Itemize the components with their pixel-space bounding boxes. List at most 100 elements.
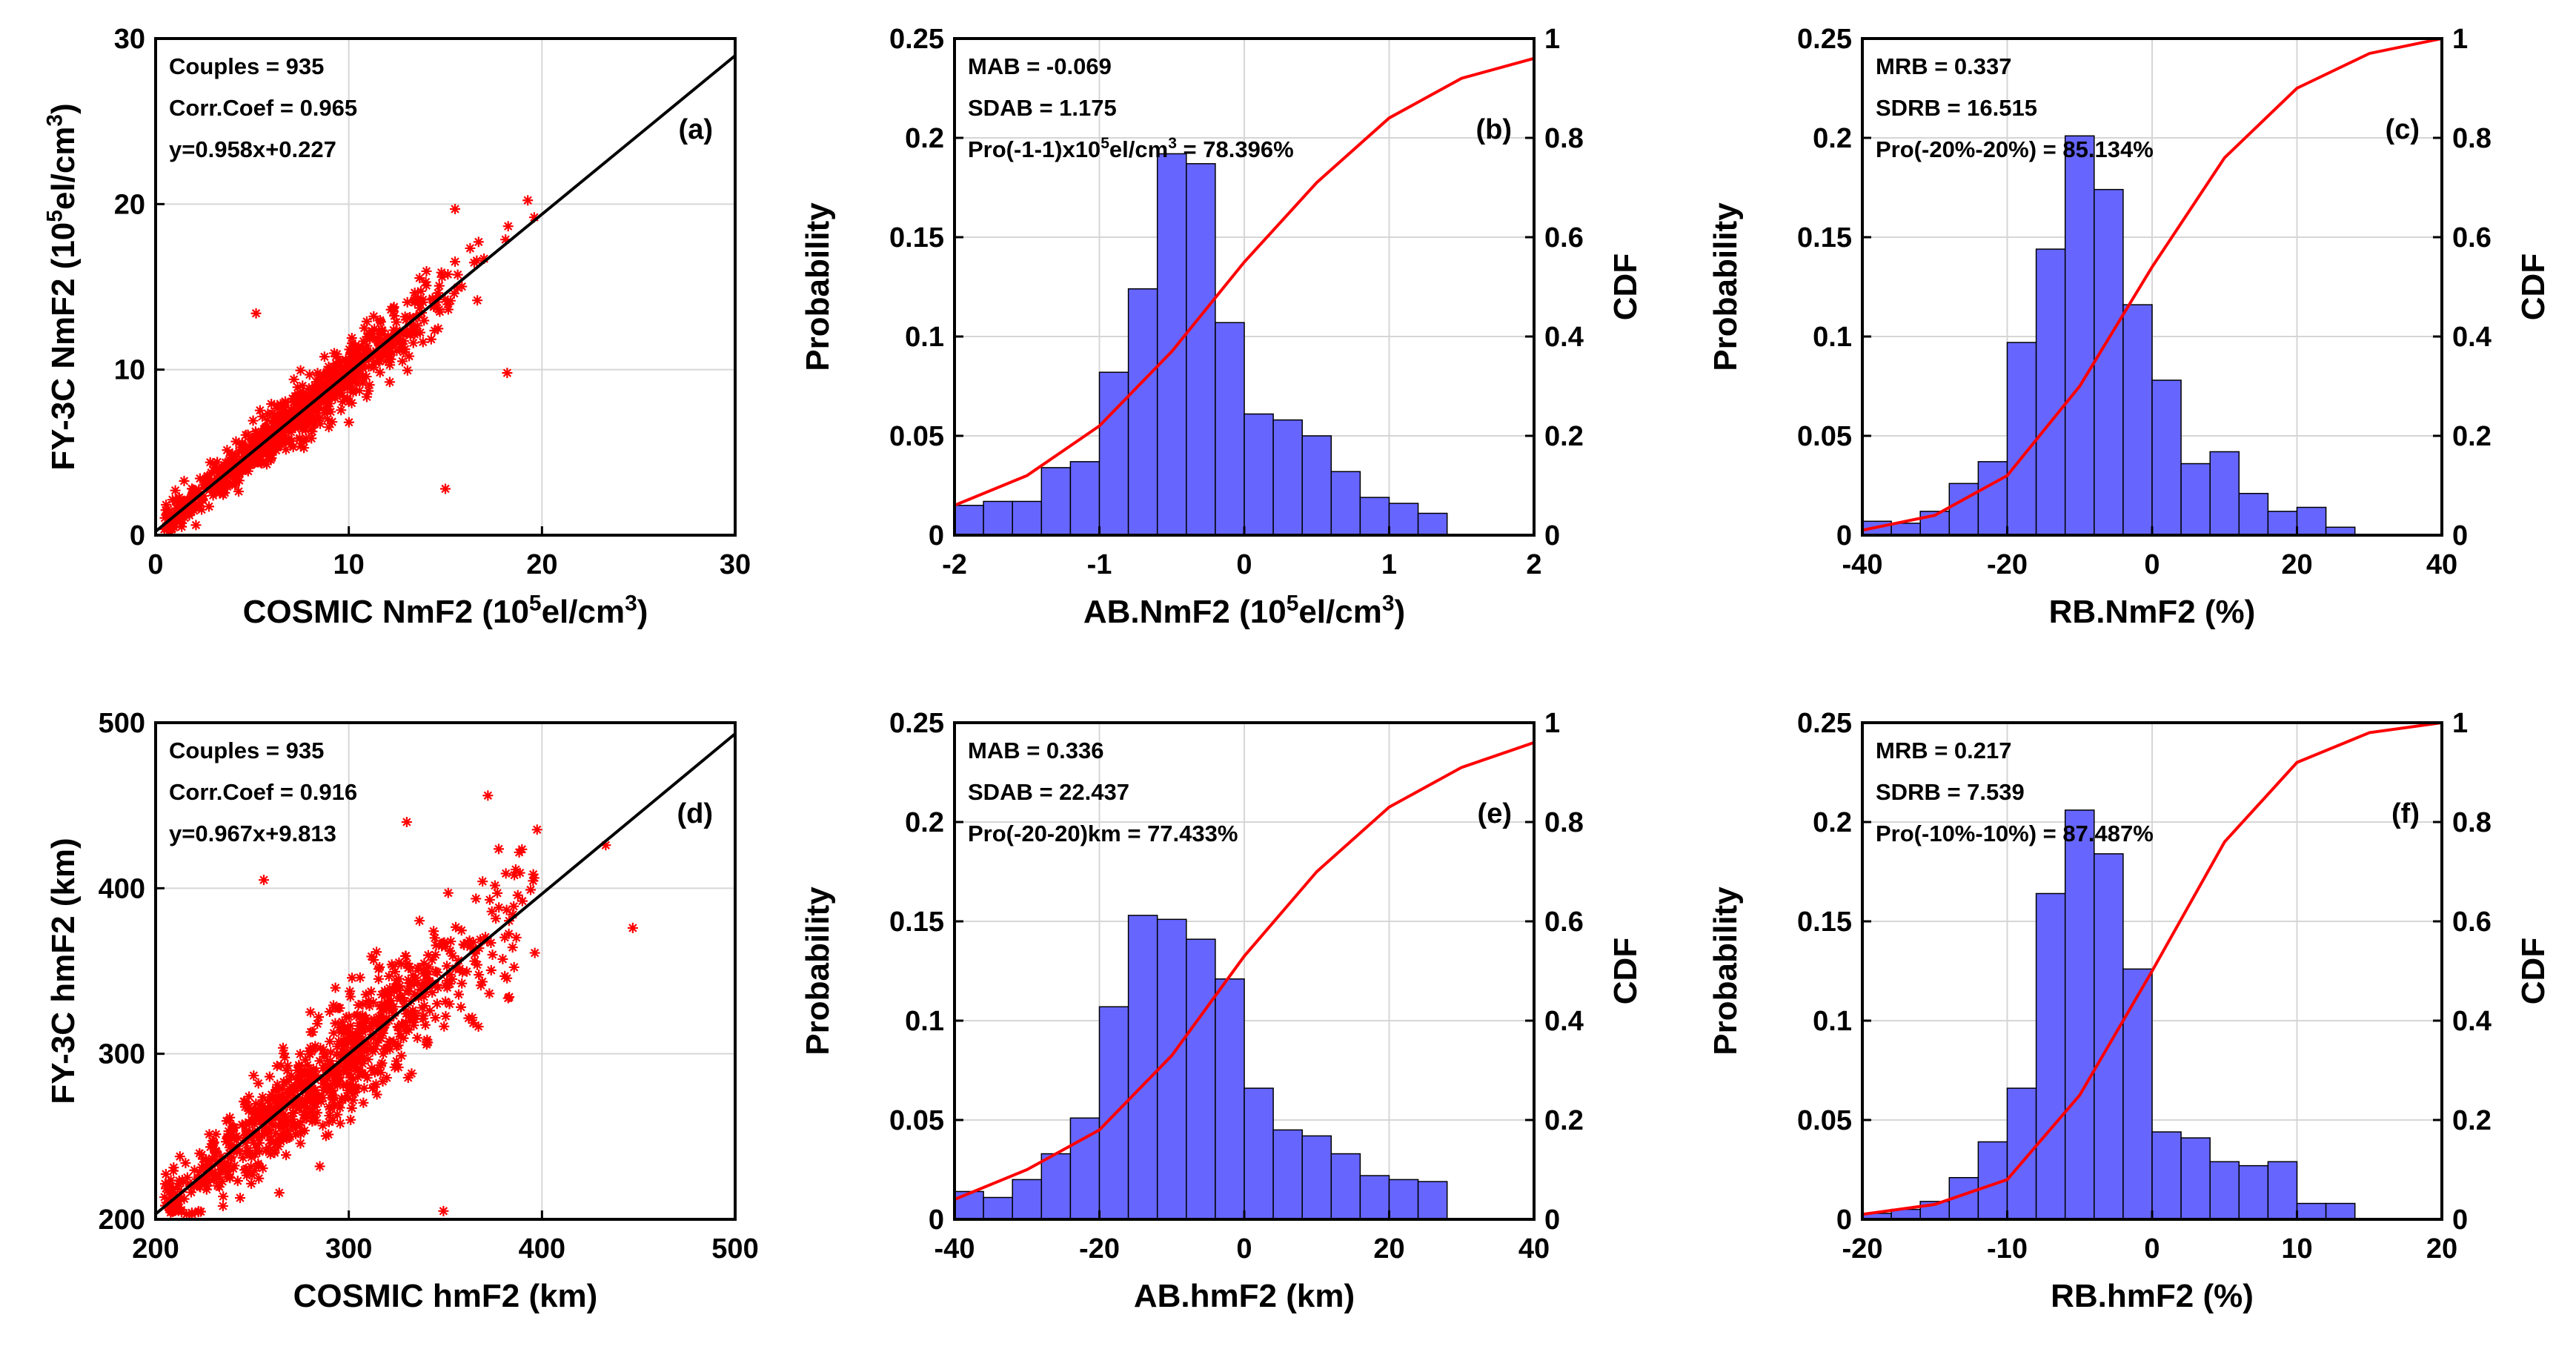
scatter-point bbox=[305, 1049, 316, 1059]
scatter-point bbox=[194, 500, 205, 511]
scatter-point bbox=[381, 355, 392, 366]
scatter-point bbox=[255, 1107, 266, 1118]
scatter-point bbox=[497, 953, 508, 964]
scatter-point bbox=[400, 950, 411, 961]
scatter-point bbox=[369, 323, 380, 334]
scatter-point bbox=[391, 331, 402, 342]
scatter-point bbox=[302, 1059, 313, 1070]
scatter-point bbox=[517, 895, 528, 907]
scatter-point bbox=[193, 1207, 204, 1218]
scatter-point bbox=[408, 970, 419, 981]
scatter-point bbox=[318, 1044, 329, 1056]
scatter-point bbox=[235, 442, 246, 453]
scatter-point bbox=[285, 1131, 296, 1142]
x-axis-label: RB.NmF2 (%) bbox=[2049, 594, 2256, 630]
scatter-point bbox=[348, 1073, 359, 1084]
panel-label: (d) bbox=[677, 798, 713, 829]
scatter-point bbox=[322, 365, 333, 376]
scatter-point bbox=[404, 351, 415, 362]
scatter-point bbox=[371, 1037, 382, 1048]
scatter-point bbox=[359, 1083, 370, 1094]
scatter-point bbox=[407, 322, 418, 334]
y2-tick-label: 0.2 bbox=[2452, 421, 2492, 452]
scatter-point bbox=[502, 368, 513, 379]
scatter-point bbox=[346, 362, 357, 374]
scatter-point bbox=[391, 975, 402, 986]
scatter-point bbox=[528, 872, 540, 884]
x-tick-label: 20 bbox=[1373, 1233, 1404, 1265]
scatter-point bbox=[383, 1039, 394, 1050]
panel-label: (a) bbox=[679, 114, 713, 145]
scatter-point bbox=[445, 946, 456, 957]
scatter-point bbox=[250, 1142, 262, 1153]
scatter-point bbox=[484, 894, 495, 905]
scatter-point bbox=[290, 1123, 301, 1134]
scatter-point bbox=[388, 325, 399, 336]
y-tick-label: 0.25 bbox=[1797, 708, 1852, 739]
scatter-point bbox=[292, 382, 303, 393]
y-axis-label: FY-3C NmF2 (105el/cm3) bbox=[42, 103, 82, 470]
scatter-point bbox=[258, 431, 269, 443]
scatter-point bbox=[336, 1027, 347, 1038]
y2-tick-label: 0 bbox=[2452, 1204, 2468, 1236]
stat-annotation: Corr.Coef = 0.916 bbox=[169, 779, 357, 805]
stat-annotation: Corr.Coef = 0.965 bbox=[169, 95, 357, 121]
scatter-point bbox=[345, 991, 356, 1002]
histogram-bar bbox=[2267, 511, 2298, 535]
y2-tick-label: 0.4 bbox=[2452, 322, 2492, 353]
histogram-bar bbox=[1359, 1175, 1390, 1219]
histogram-bar bbox=[2006, 342, 2037, 535]
scatter-point bbox=[328, 388, 339, 399]
scatter-point bbox=[345, 348, 356, 359]
scatter-point bbox=[291, 1095, 302, 1106]
scatter-point bbox=[276, 1131, 288, 1142]
scatter-point bbox=[442, 299, 454, 310]
scatter-point bbox=[429, 325, 440, 336]
scatter-point bbox=[500, 234, 511, 245]
scatter-point bbox=[230, 451, 242, 463]
scatter-point bbox=[345, 986, 356, 997]
scatter-point bbox=[306, 391, 317, 402]
scatter-point bbox=[311, 1107, 322, 1119]
scatter-point bbox=[322, 1081, 333, 1093]
scatter-point bbox=[442, 887, 454, 898]
y2-tick-label: 0.8 bbox=[1544, 807, 1584, 838]
y-tick-label: 300 bbox=[99, 1039, 145, 1070]
scatter-point bbox=[313, 398, 324, 409]
scatter-point bbox=[361, 316, 372, 327]
x-tick-label: 2 bbox=[1526, 549, 1541, 580]
scatter-point bbox=[295, 441, 306, 452]
x-axis-label: COSMIC hmF2 (km) bbox=[293, 1278, 598, 1314]
histogram-bar bbox=[2238, 492, 2269, 535]
y-tick-label: 0.25 bbox=[1797, 24, 1852, 55]
scatter-point bbox=[462, 937, 474, 948]
scatter-point bbox=[255, 437, 266, 448]
scatter-point bbox=[373, 973, 384, 984]
scatter-point bbox=[514, 846, 525, 858]
scatter-point bbox=[422, 969, 433, 980]
y-tick-label: 0.2 bbox=[1813, 807, 1852, 838]
scatter-point bbox=[508, 901, 519, 912]
scatter-point bbox=[415, 285, 426, 296]
scatter-point bbox=[254, 405, 265, 416]
scatter-point bbox=[247, 1116, 258, 1127]
scatter-point bbox=[173, 1202, 185, 1213]
cdf-line bbox=[1862, 39, 2442, 532]
panel-label: (b) bbox=[1475, 114, 1512, 145]
scatter-point bbox=[177, 508, 188, 519]
histogram-bar bbox=[983, 1196, 1013, 1219]
scatter-point bbox=[265, 454, 276, 465]
scatter-point bbox=[313, 411, 324, 422]
scatter-point bbox=[528, 875, 539, 887]
scatter-point bbox=[362, 1073, 373, 1084]
histogram-bar bbox=[2035, 248, 2066, 535]
scatter-point bbox=[222, 477, 233, 488]
scatter-point bbox=[336, 390, 348, 401]
scatter-point bbox=[528, 212, 540, 223]
scatter-point bbox=[272, 432, 283, 443]
y2-tick-label: 0.4 bbox=[1544, 322, 1584, 353]
axes-frame bbox=[154, 37, 737, 537]
scatter-point bbox=[358, 336, 369, 347]
scatter-point bbox=[173, 510, 184, 521]
